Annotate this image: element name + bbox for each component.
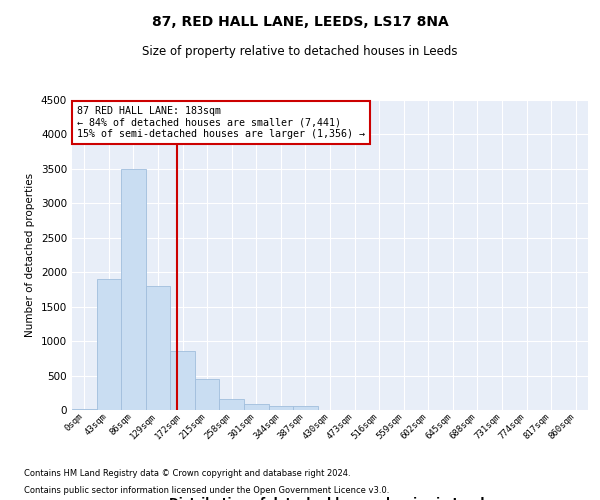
Bar [293, 406, 318, 410]
Bar [269, 406, 293, 410]
Text: Distribution of detached houses by size in Leeds: Distribution of detached houses by size … [169, 497, 491, 500]
Bar [121, 169, 146, 410]
Bar [97, 279, 121, 410]
Bar [244, 404, 269, 410]
Text: Contains HM Land Registry data © Crown copyright and database right 2024.: Contains HM Land Registry data © Crown c… [24, 468, 350, 477]
Bar [170, 352, 195, 410]
Text: Contains public sector information licensed under the Open Government Licence v3: Contains public sector information licen… [24, 486, 389, 495]
Bar [146, 286, 170, 410]
Bar [220, 399, 244, 410]
Text: 87, RED HALL LANE, LEEDS, LS17 8NA: 87, RED HALL LANE, LEEDS, LS17 8NA [152, 15, 448, 29]
Bar [195, 379, 220, 410]
Text: 87 RED HALL LANE: 183sqm
← 84% of detached houses are smaller (7,441)
15% of sem: 87 RED HALL LANE: 183sqm ← 84% of detach… [77, 106, 365, 140]
Text: Size of property relative to detached houses in Leeds: Size of property relative to detached ho… [142, 45, 458, 58]
Y-axis label: Number of detached properties: Number of detached properties [25, 173, 35, 337]
